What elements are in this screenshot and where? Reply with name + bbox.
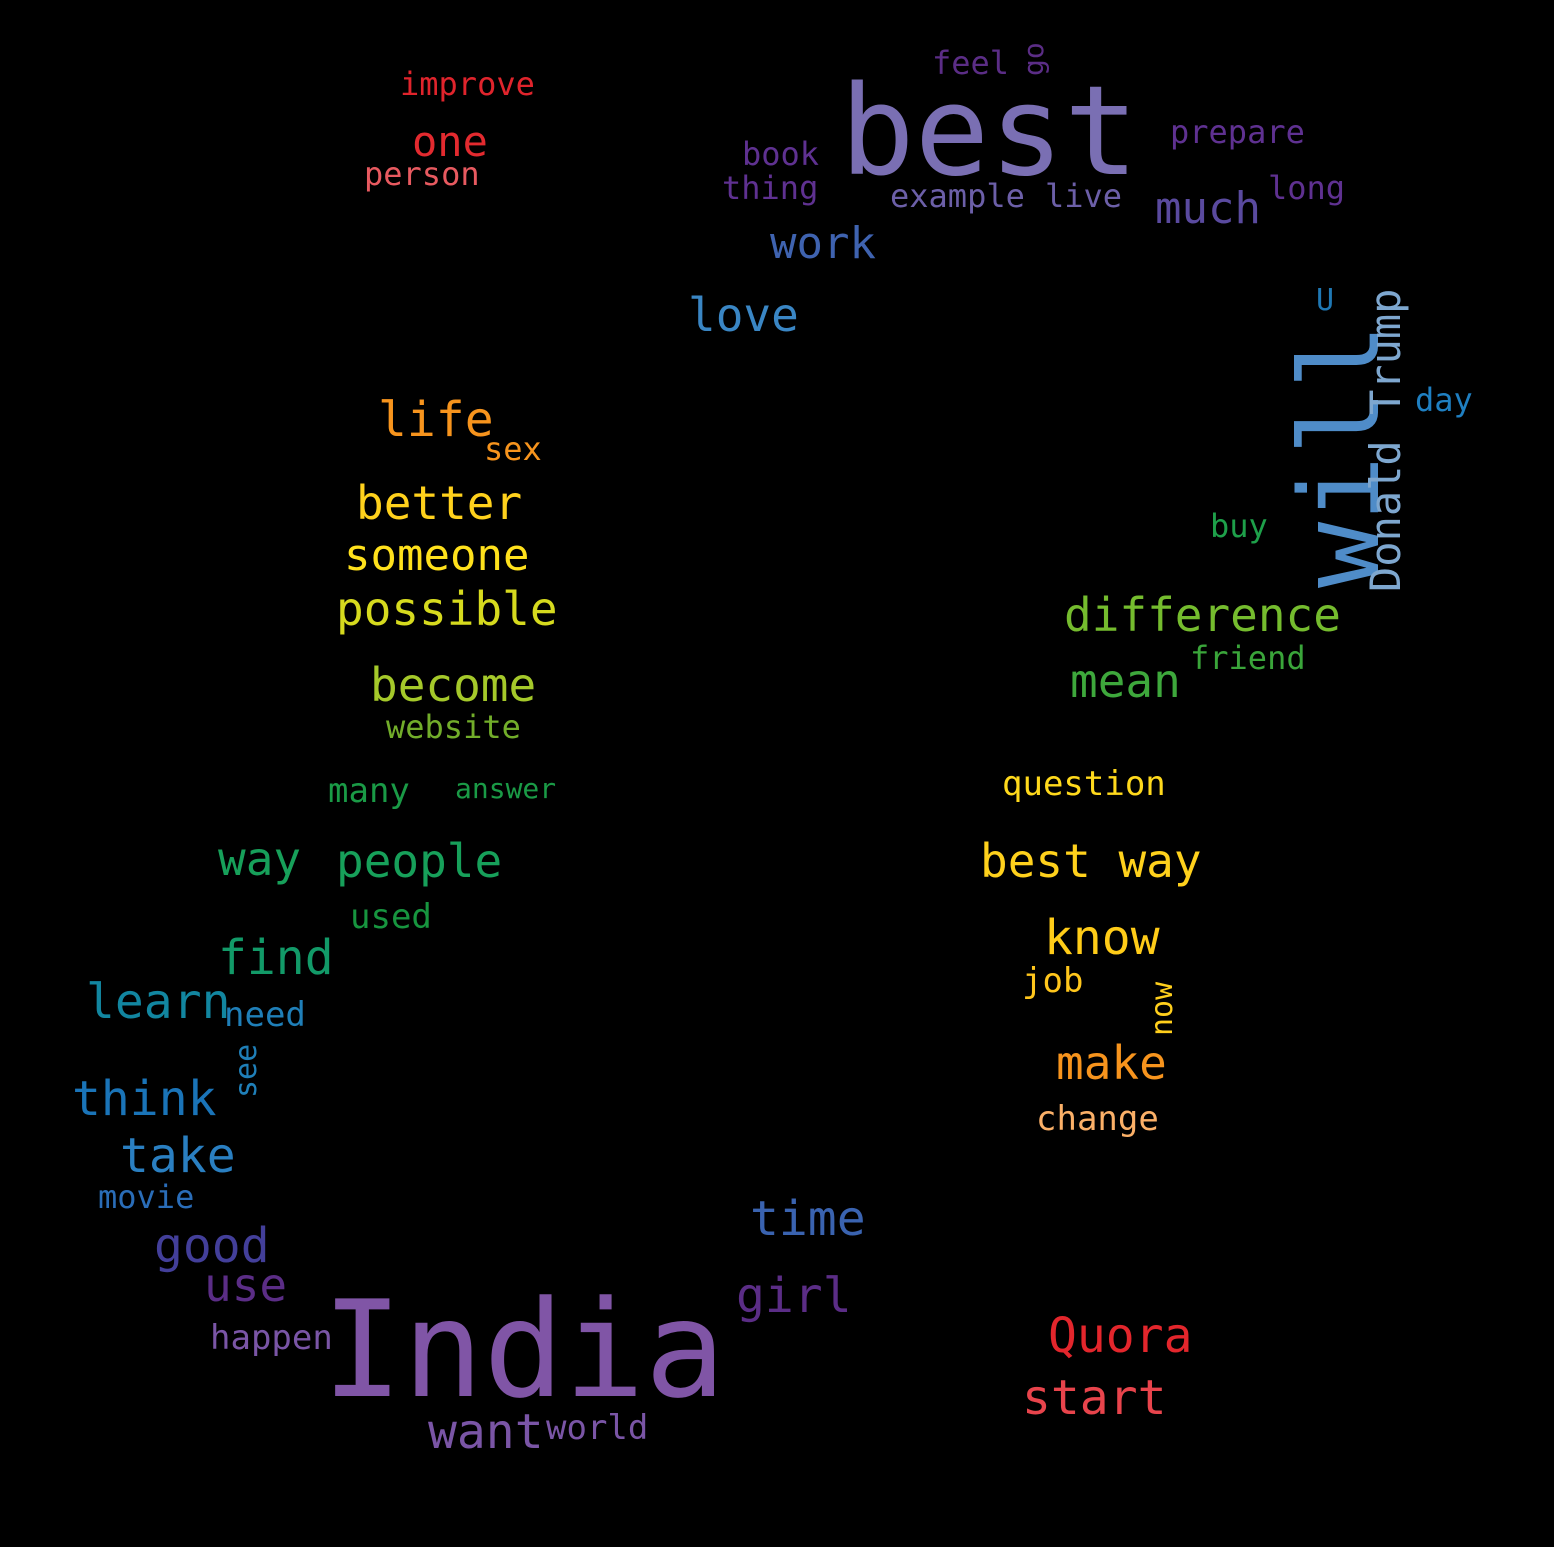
word-quora: Quora — [1048, 1308, 1193, 1364]
word-best-way: best way — [980, 834, 1202, 888]
word-need: need — [224, 995, 306, 1035]
word-many: many — [328, 771, 410, 811]
word-love: love — [688, 288, 799, 342]
word-go: go — [1017, 42, 1050, 76]
word-person: person — [364, 155, 480, 193]
word-now: now — [1145, 981, 1180, 1036]
word-used: used — [350, 897, 432, 937]
word-long: long — [1268, 169, 1346, 207]
word-example: example — [890, 177, 1025, 215]
word-world: world — [546, 1408, 649, 1448]
word-think: think — [72, 1071, 217, 1127]
word-good: good — [154, 1218, 270, 1274]
word-time: time — [750, 1191, 866, 1247]
word-work: work — [770, 218, 876, 269]
word-live: live — [1045, 177, 1123, 215]
word-become: become — [370, 658, 537, 712]
word-buy: buy — [1210, 507, 1268, 545]
word-someone: someone — [344, 530, 530, 581]
word-start: start — [1022, 1370, 1167, 1426]
word-thing: thing — [722, 169, 819, 207]
word-friend: friend — [1190, 639, 1306, 677]
word-girl: girl — [736, 1268, 852, 1324]
word-see: see — [229, 1043, 264, 1098]
word-way: way — [218, 832, 302, 886]
word-difference: difference — [1064, 588, 1341, 642]
word-take: take — [120, 1128, 236, 1184]
word-use: use — [204, 1258, 288, 1312]
word-answer: answer — [455, 772, 557, 805]
word-life: life — [378, 392, 494, 448]
word-possible: possible — [336, 582, 558, 636]
word-job: job — [1022, 961, 1084, 1001]
word-make: make — [1056, 1036, 1167, 1090]
word-learn: learn — [86, 974, 231, 1030]
word-better: better — [356, 476, 523, 530]
word-change: change — [1036, 1099, 1159, 1139]
word-best: best — [840, 60, 1139, 204]
word-movie: movie — [98, 1178, 195, 1216]
word-question: question — [1002, 764, 1166, 804]
word-one: one — [412, 117, 488, 166]
word-know: know — [1044, 910, 1160, 966]
word-day: day — [1415, 381, 1473, 419]
word-india: India — [322, 1272, 726, 1428]
word-website: website — [386, 708, 521, 746]
word-donald-trump: Donald Trump — [1361, 288, 1410, 592]
word-u: U — [1316, 283, 1335, 318]
word-improve: improve — [400, 65, 535, 103]
word-want: want — [428, 1404, 544, 1460]
word-prepare: prepare — [1170, 113, 1305, 151]
word-people: people — [336, 834, 503, 888]
word-much: much — [1155, 183, 1261, 234]
word-happen: happen — [210, 1318, 333, 1358]
word-find: find — [218, 930, 334, 986]
word-sex: sex — [484, 430, 542, 468]
word-mean: mean — [1070, 654, 1181, 708]
word-book: book — [742, 135, 820, 173]
word-feel: feel — [932, 44, 1010, 82]
